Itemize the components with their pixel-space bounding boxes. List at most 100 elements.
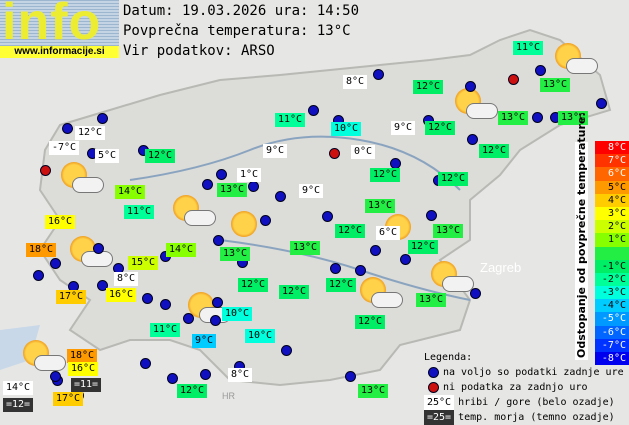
temperature-label[interactable]: 10°C <box>222 307 253 321</box>
station-dot[interactable] <box>370 245 381 256</box>
temperature-label[interactable]: 17°C <box>53 392 84 406</box>
mountain-temperature-label[interactable]: 9°C <box>299 184 324 198</box>
station-dot[interactable] <box>216 169 227 180</box>
station-dot[interactable] <box>93 243 104 254</box>
temperature-label[interactable]: 13°C <box>358 384 389 398</box>
temperature-label[interactable]: 12°C <box>479 144 510 158</box>
station-dot[interactable] <box>400 254 411 265</box>
station-dot[interactable] <box>532 112 543 123</box>
temperature-label[interactable]: 18°C <box>67 349 98 363</box>
temperature-label[interactable]: 13°C <box>290 241 321 255</box>
station-dot[interactable] <box>596 98 607 109</box>
temperature-label[interactable]: 13°C <box>365 199 396 213</box>
temperature-label[interactable]: 11°C <box>150 323 181 337</box>
temperature-label[interactable]: 12°C <box>355 315 386 329</box>
mountain-temperature-label[interactable]: 9°C <box>263 144 288 158</box>
station-dot[interactable] <box>248 181 259 192</box>
station-dot[interactable] <box>62 123 73 134</box>
temperature-label[interactable]: 14°C <box>115 185 146 199</box>
mountain-temperature-label[interactable]: 14°C <box>3 381 34 395</box>
station-dot[interactable] <box>465 81 476 92</box>
temperature-label[interactable]: 15°C <box>128 256 159 270</box>
station-dot[interactable] <box>160 299 171 310</box>
temperature-label[interactable]: 9°C <box>192 334 217 348</box>
temperature-label[interactable]: 16°C <box>68 362 99 376</box>
temperature-label[interactable]: 11°C <box>275 113 306 127</box>
station-dot[interactable] <box>281 345 292 356</box>
average-temperature: Povprečna temperatura: 13°C <box>123 23 351 39</box>
station-dot[interactable] <box>373 69 384 80</box>
mountain-temperature-label[interactable]: 8°C <box>343 75 368 89</box>
temperature-label[interactable]: 11°C <box>124 205 155 219</box>
temperature-label[interactable]: 12°C <box>425 121 456 135</box>
temperature-label[interactable]: 11°C <box>513 41 544 55</box>
station-dot[interactable] <box>210 315 221 326</box>
station-dot[interactable] <box>260 215 271 226</box>
temperature-label[interactable]: 12°C <box>238 278 269 292</box>
station-dot[interactable] <box>308 105 319 116</box>
temperature-label[interactable]: 13°C <box>217 183 248 197</box>
temperature-label[interactable]: 16°C <box>106 288 137 302</box>
temperature-label[interactable]: 13°C <box>498 111 529 125</box>
sea-temperature-label[interactable]: =12= <box>3 398 34 412</box>
mountain-temperature-label[interactable]: 1°C <box>237 168 262 182</box>
station-dot[interactable] <box>167 373 178 384</box>
temperature-label[interactable]: 18°C <box>26 243 57 257</box>
station-dot[interactable] <box>140 358 151 369</box>
mountain-temperature-label[interactable]: -7°C <box>49 141 80 155</box>
mountain-temperature-label[interactable]: 5°C <box>95 149 120 163</box>
station-no-data-dot[interactable] <box>40 165 51 176</box>
temperature-label[interactable]: 13°C <box>558 111 589 125</box>
temperature-label[interactable]: 12°C <box>177 384 208 398</box>
mountain-temperature-label[interactable]: 8°C <box>228 368 253 382</box>
temperature-label[interactable]: 10°C <box>331 122 362 136</box>
temperature-label[interactable]: 16°C <box>45 215 76 229</box>
temperature-label[interactable]: 14°C <box>166 243 197 257</box>
scale-title: Odstopanje od povprečne temperature: <box>575 112 588 360</box>
station-dot[interactable] <box>183 313 194 324</box>
station-dot[interactable] <box>212 297 223 308</box>
site-url[interactable]: www.informacije.si <box>0 46 119 58</box>
temperature-label[interactable]: 17°C <box>56 290 87 304</box>
mountain-temperature-label[interactable]: 9°C <box>391 121 416 135</box>
station-dot[interactable] <box>213 235 224 246</box>
station-dot[interactable] <box>50 258 61 269</box>
station-dot[interactable] <box>275 191 286 202</box>
temperature-label[interactable]: 12°C <box>279 285 310 299</box>
station-dot[interactable] <box>330 263 341 274</box>
temperature-label[interactable]: 12°C <box>145 149 176 163</box>
temperature-label[interactable]: 12°C <box>326 278 357 292</box>
station-dot[interactable] <box>467 134 478 145</box>
temperature-label[interactable]: 12°C <box>413 80 444 94</box>
station-no-data-dot[interactable] <box>508 74 519 85</box>
station-dot[interactable] <box>33 270 44 281</box>
mountain-temperature-label[interactable]: 12°C <box>75 126 106 140</box>
temperature-label[interactable]: 12°C <box>370 168 401 182</box>
logo[interactable]: info www.informacije.si <box>0 0 119 58</box>
station-dot[interactable] <box>355 265 366 276</box>
mountain-temperature-label[interactable]: 0°C <box>351 145 376 159</box>
station-dot[interactable] <box>97 113 108 124</box>
temperature-label[interactable]: 12°C <box>408 240 439 254</box>
station-no-data-dot[interactable] <box>329 148 340 159</box>
station-dot[interactable] <box>200 369 211 380</box>
station-dot[interactable] <box>142 293 153 304</box>
station-dot[interactable] <box>426 210 437 221</box>
mountain-temperature-label[interactable]: 8°C <box>114 272 139 286</box>
mountain-temperature-label[interactable]: 6°C <box>376 226 401 240</box>
station-dot[interactable] <box>470 288 481 299</box>
sea-temperature-label[interactable]: =11= <box>71 378 102 392</box>
station-dot[interactable] <box>202 179 213 190</box>
temperature-label[interactable]: 12°C <box>438 172 469 186</box>
temperature-label[interactable]: 12°C <box>335 224 366 238</box>
temperature-label[interactable]: 13°C <box>416 293 447 307</box>
temperature-label[interactable]: 13°C <box>540 78 571 92</box>
temperature-label[interactable]: 10°C <box>245 329 276 343</box>
station-dot[interactable] <box>322 211 333 222</box>
station-dot[interactable] <box>345 371 356 382</box>
station-dot[interactable] <box>50 371 61 382</box>
station-dot[interactable] <box>535 65 546 76</box>
temperature-label[interactable]: 13°C <box>433 224 464 238</box>
temperature-label[interactable]: 13°C <box>220 247 251 261</box>
station-dot[interactable] <box>97 280 108 291</box>
